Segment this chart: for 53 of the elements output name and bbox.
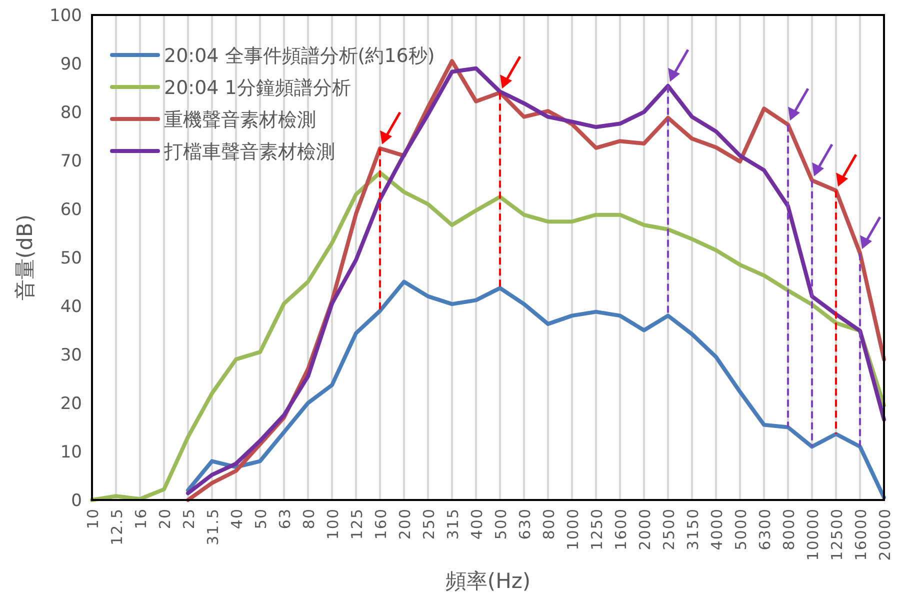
x-tick-label: 40 <box>228 508 246 530</box>
legend-label: 打檔車聲音素材檢測 <box>163 141 335 163</box>
x-tick-label: 20 <box>156 508 174 530</box>
x-tick-label: 800 <box>540 508 558 540</box>
x-tick-label: 2000 <box>636 508 654 550</box>
y-tick-label: 0 <box>71 491 82 511</box>
y-tick-label: 10 <box>60 442 82 462</box>
legend-label: 20:04 全事件頻譜分析(約16秒) <box>164 45 435 67</box>
y-axis-title: 音量(dB) <box>13 214 37 301</box>
y-tick-label: 90 <box>60 54 82 74</box>
x-tick-label: 250 <box>420 508 438 540</box>
x-tick-label: 63 <box>276 508 294 530</box>
y-tick-label: 60 <box>60 200 82 220</box>
x-tick-label: 5000 <box>732 508 750 550</box>
x-tick-label: 31.5 <box>204 508 222 546</box>
x-tick-label: 160 <box>372 508 390 540</box>
x-tick-label: 8000 <box>780 508 798 550</box>
x-tick-label: 3150 <box>684 508 702 550</box>
x-tick-label: 16000 <box>852 508 870 561</box>
x-tick-label: 1250 <box>588 508 606 550</box>
x-tick-label: 10 <box>84 508 102 530</box>
x-tick-label: 6300 <box>756 508 774 550</box>
x-tick-label: 20000 <box>876 508 894 561</box>
x-tick-label: 12.5 <box>108 508 126 546</box>
legend-label: 重機聲音素材檢測 <box>164 109 316 131</box>
y-tick-label: 30 <box>60 346 82 366</box>
y-tick-label: 70 <box>60 152 82 172</box>
line-series <box>186 280 886 500</box>
x-tick-label: 25 <box>180 508 198 530</box>
x-axis-title: 頻率(Hz) <box>445 569 531 593</box>
x-tick-label: 4000 <box>708 508 726 550</box>
x-tick-label: 1600 <box>612 508 630 550</box>
x-tick-label: 100 <box>324 508 342 540</box>
x-tick-label: 125 <box>348 508 366 540</box>
x-tick-label: 12500 <box>828 508 846 561</box>
x-tick-label: 50 <box>252 508 270 530</box>
x-tick-label: 630 <box>516 508 534 540</box>
x-tick-label: 500 <box>492 508 510 540</box>
y-tick-label: 50 <box>60 248 82 268</box>
line-series <box>90 170 886 502</box>
x-tick-label: 2500 <box>660 508 678 550</box>
y-tick-label: 100 <box>50 6 82 26</box>
y-tick-label: 80 <box>60 103 82 123</box>
x-tick-label: 10000 <box>804 508 822 561</box>
x-tick-label: 200 <box>396 508 414 540</box>
x-tick-label: 1000 <box>564 508 582 550</box>
y-tick-label: 40 <box>60 297 82 317</box>
legend-label: 20:04 1分鐘頻譜分析 <box>164 77 351 99</box>
x-tick-label: 400 <box>468 508 486 540</box>
x-tick-label: 315 <box>444 508 462 540</box>
x-tick-label: 16 <box>132 508 150 530</box>
x-tick-label: 80 <box>300 508 318 530</box>
y-tick-label: 20 <box>60 394 82 414</box>
